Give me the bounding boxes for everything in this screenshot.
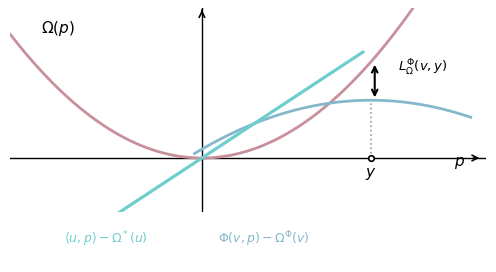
Text: $\Phi(v,p) - \Omega^{\Phi}(v)$: $\Phi(v,p) - \Omega^{\Phi}(v)$ xyxy=(218,230,310,249)
Text: $L^{\Phi}_{\Omega}(v,y)$: $L^{\Phi}_{\Omega}(v,y)$ xyxy=(398,58,447,78)
Text: $p$: $p$ xyxy=(454,155,465,171)
Text: $\langle u,p\rangle - \Omega^*(u)$: $\langle u,p\rangle - \Omega^*(u)$ xyxy=(64,230,148,249)
Text: $\Omega(p)$: $\Omega(p)$ xyxy=(41,18,74,38)
Text: $y$: $y$ xyxy=(365,166,376,182)
